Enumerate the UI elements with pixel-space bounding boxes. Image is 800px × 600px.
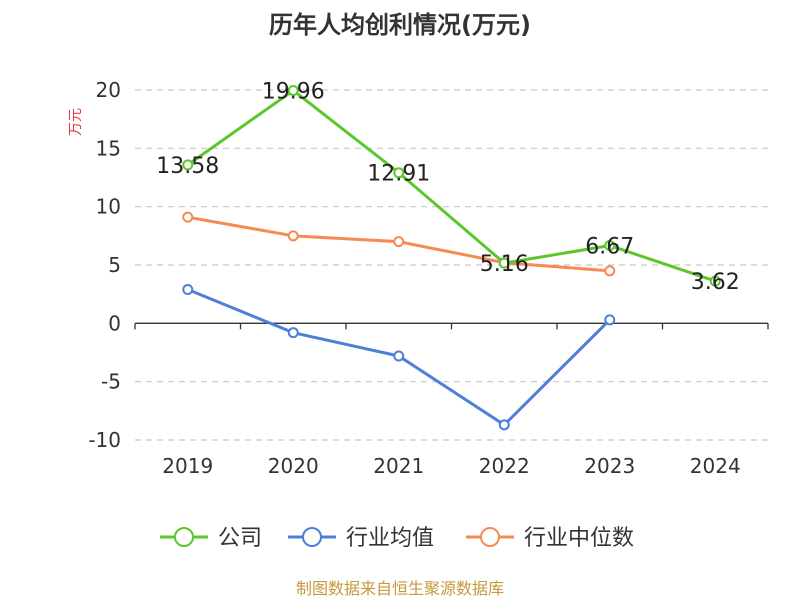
x-tick-label: 2023 [584, 454, 635, 478]
data-point [604, 240, 616, 252]
data-point [393, 167, 405, 179]
data-label: 6.67 [585, 235, 634, 260]
x-tick-label: 2022 [479, 454, 530, 478]
x-tick-label: 2024 [690, 454, 741, 478]
legend-item[interactable]: 行业中位数 [466, 526, 634, 551]
data-point [604, 265, 616, 277]
legend-marker [174, 527, 194, 547]
legend-label: 公司 [218, 526, 262, 551]
data-point [498, 257, 510, 269]
data-point [287, 84, 299, 96]
series-line [186, 88, 716, 283]
x-tick-label: 2019 [162, 454, 213, 478]
data-point [287, 327, 299, 339]
data-label: 19.96 [262, 79, 325, 104]
data-point [182, 159, 194, 171]
data-labels: 13.58 19.96 12.91 5.16 6.67 3.62 [156, 79, 739, 295]
x-axis [134, 322, 769, 330]
y-tick-labels: 20 15 10 5 0 -5 -10 [88, 78, 121, 452]
y-axis-label: 万元 [68, 108, 84, 136]
y-tick-label: 15 [96, 136, 121, 160]
legend-item[interactable]: 公司 [160, 526, 262, 551]
legend: 公司 行业均值 行业中位数 [160, 526, 634, 551]
y-tick-label: -5 [101, 370, 121, 394]
y-tick-label: 10 [96, 195, 121, 219]
y-tick-label: -10 [88, 428, 121, 452]
y-tick-label: 20 [96, 78, 121, 102]
data-point [287, 230, 299, 242]
y-tick-label: 5 [108, 253, 121, 277]
data-label: 12.91 [367, 162, 430, 187]
data-point [498, 419, 510, 431]
data-label: 5.16 [480, 252, 529, 277]
x-tick-label: 2021 [373, 454, 424, 478]
data-point [393, 350, 405, 362]
data-point [604, 314, 616, 326]
data-point [393, 236, 405, 248]
data-point [182, 284, 194, 295]
legend-marker [480, 527, 500, 547]
legend-marker [302, 527, 322, 547]
data-point [709, 275, 721, 287]
y-tick-label: 0 [108, 311, 121, 335]
x-tick-label: 2020 [268, 454, 319, 478]
data-label: 3.62 [691, 270, 740, 295]
legend-label: 行业均值 [346, 526, 434, 551]
chart-title: 历年人均创利情况(万元) [269, 11, 531, 39]
legend-label: 行业中位数 [524, 526, 634, 551]
series-lines [182, 84, 721, 431]
legend-item[interactable]: 行业均值 [288, 526, 434, 551]
x-tick-labels: 2019 2020 2021 2022 2023 2024 [162, 454, 740, 478]
grid-lines [135, 89, 768, 441]
data-label: 13.58 [156, 154, 219, 179]
data-point [182, 211, 194, 223]
source-note: 制图数据来自恒生聚源数据库 [296, 579, 504, 598]
